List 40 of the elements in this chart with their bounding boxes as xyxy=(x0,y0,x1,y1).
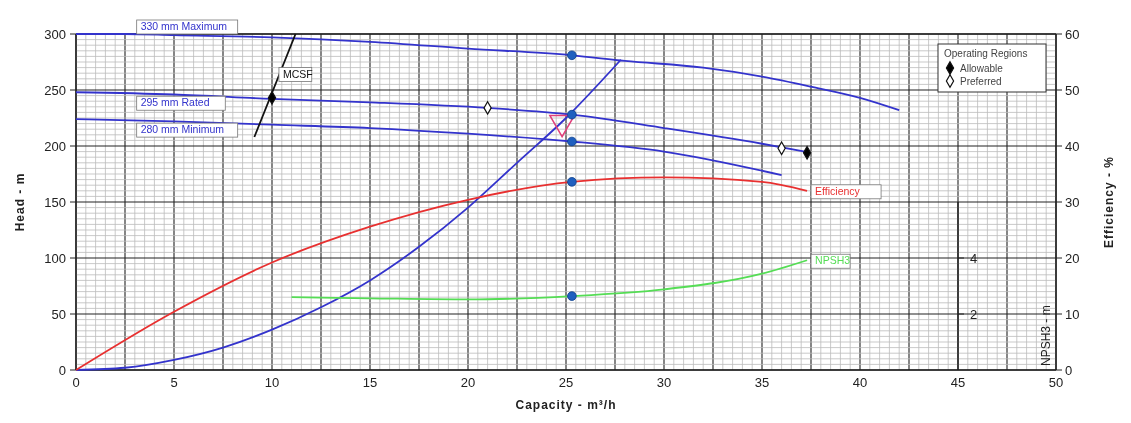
legend-label: Preferred xyxy=(960,76,1002,87)
y-tick-label: 100 xyxy=(44,251,66,266)
y2-tick-label: 0 xyxy=(1065,363,1073,378)
y-tick-label: 200 xyxy=(44,139,66,154)
y2-tick-label: 60 xyxy=(1065,27,1080,42)
x-tick-label: 40 xyxy=(852,375,868,390)
x-tick-label: 10 xyxy=(264,375,280,390)
y-axis-title: Head - m xyxy=(13,172,27,232)
x-tick-label: 20 xyxy=(460,375,476,390)
series-label: 295 mm Rated xyxy=(140,96,210,109)
x-tick-label: 0 xyxy=(72,375,80,390)
x-tick-label: 15 xyxy=(362,375,378,390)
y3-tick-label: 2 xyxy=(970,307,978,322)
series-label: 330 mm Maximum xyxy=(140,20,228,32)
x-axis-title: Capacity - m³/h xyxy=(515,398,617,412)
y-tick-label: 250 xyxy=(44,83,66,98)
y-tick-label: 0 xyxy=(58,363,66,378)
y2-tick-label: 50 xyxy=(1065,83,1080,98)
y2-tick-label: 40 xyxy=(1065,139,1080,154)
x-tick-label: 45 xyxy=(950,375,966,390)
y2-axis-title: Efficiency - % xyxy=(1102,155,1116,249)
series-label: MCSF xyxy=(282,67,313,80)
x-tick-label: 5 xyxy=(170,375,178,390)
y2-tick-label: 30 xyxy=(1065,195,1080,210)
legend-title: Operating Regions xyxy=(944,48,1028,59)
x-tick-label: 50 xyxy=(1048,375,1064,390)
y2-tick-label: 10 xyxy=(1065,307,1080,322)
y3-tick-label: 4 xyxy=(970,251,978,266)
x-tick-label: 25 xyxy=(558,375,574,390)
series-label: Efficiency xyxy=(815,184,861,197)
y-tick-label: 300 xyxy=(44,27,66,42)
y3-axis-title: NPSH3 - m xyxy=(1039,305,1053,366)
x-tick-label: 35 xyxy=(754,375,770,390)
x-tick-label: 30 xyxy=(656,375,672,390)
y2-tick-label: 20 xyxy=(1065,251,1080,266)
series-label: NPSH3 xyxy=(815,254,851,267)
series-label: 280 mm Minimum xyxy=(140,123,225,136)
y-tick-label: 150 xyxy=(44,195,66,210)
legend-label: Allowable xyxy=(960,63,1004,74)
y-tick-label: 50 xyxy=(51,307,66,322)
